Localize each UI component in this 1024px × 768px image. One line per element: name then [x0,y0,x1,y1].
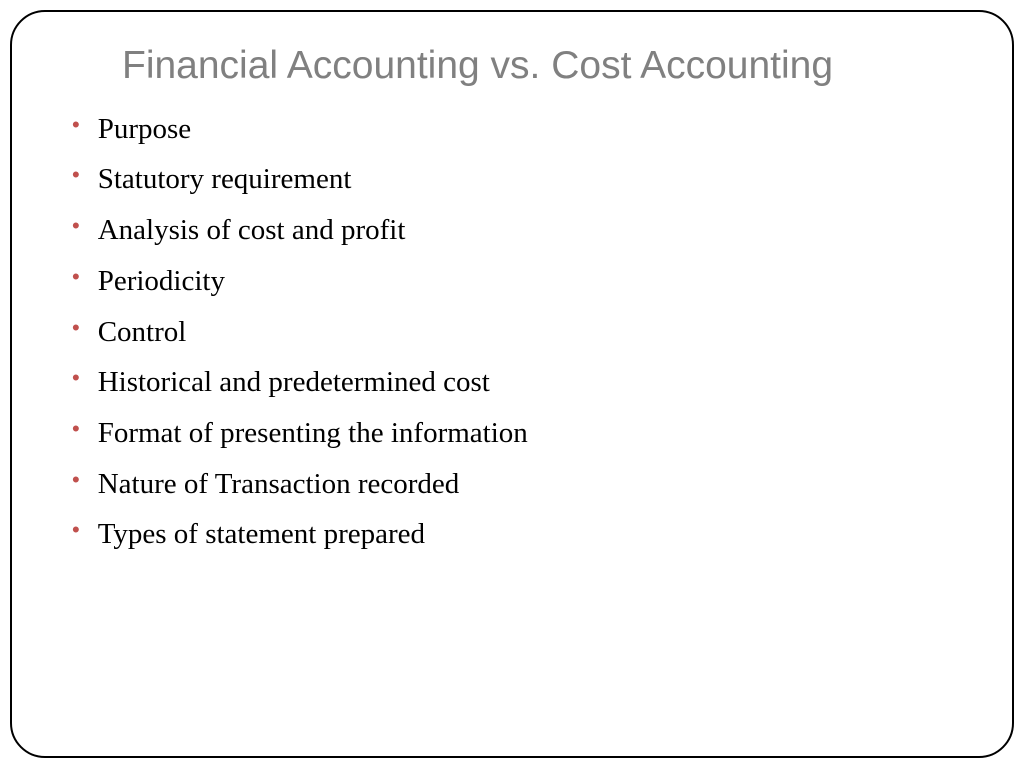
bullet-text: Types of statement prepared [98,516,425,554]
bullet-text: Historical and predetermined cost [98,364,490,402]
bullet-text: Purpose [98,111,191,149]
list-item: • Statutory requirement [72,161,977,199]
bullet-text: Nature of Transaction recorded [98,466,460,504]
bullet-icon: • [72,364,80,393]
bullet-text: Format of presenting the information [98,415,528,453]
list-item: • Types of statement prepared [72,516,977,554]
bullet-text: Periodicity [98,263,225,301]
bullet-icon: • [72,415,80,444]
bullet-icon: • [72,161,80,190]
list-item: • Analysis of cost and profit [72,212,977,250]
bullet-icon: • [72,111,80,140]
list-item: • Nature of Transaction recorded [72,466,977,504]
list-item: • Purpose [72,111,977,149]
list-item: • Format of presenting the information [72,415,977,453]
slide-frame: Financial Accounting vs. Cost Accounting… [10,10,1014,758]
slide-title: Financial Accounting vs. Cost Accounting [122,42,977,91]
bullet-text: Analysis of cost and profit [98,212,406,250]
bullet-icon: • [72,212,80,241]
bullet-icon: • [72,314,80,343]
bullet-icon: • [72,263,80,292]
bullet-text: Control [98,314,187,352]
list-item: • Historical and predetermined cost [72,364,977,402]
bullet-list: • Purpose • Statutory requirement • Anal… [62,111,977,554]
bullet-text: Statutory requirement [98,161,352,199]
list-item: • Control [72,314,977,352]
list-item: • Periodicity [72,263,977,301]
bullet-icon: • [72,516,80,545]
bullet-icon: • [72,466,80,495]
